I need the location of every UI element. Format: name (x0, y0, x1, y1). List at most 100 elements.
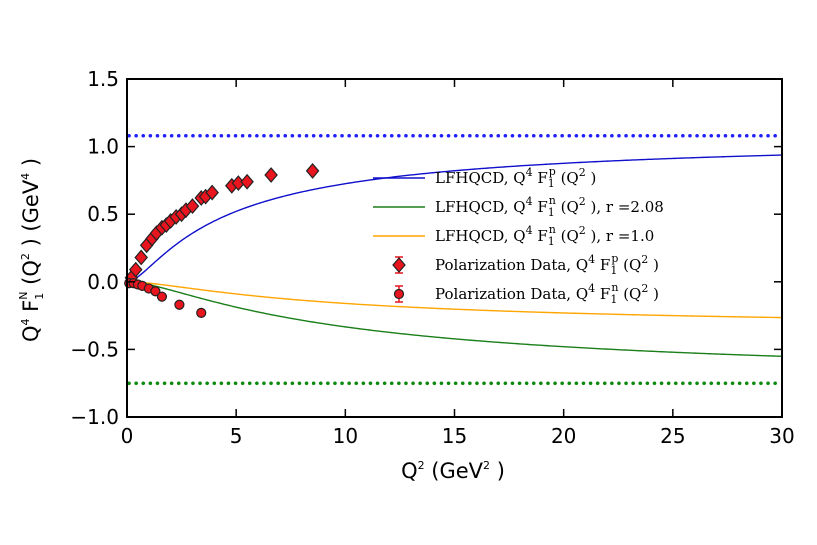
legend-entry: Polarization Data, Q4 F1n (Q2 ) (393, 281, 659, 306)
legend-label-part: ) (586, 169, 597, 187)
neutron-r208-curve (126, 281, 783, 357)
x-tick-label: 15 (442, 424, 467, 448)
legend-label-part: 4 (526, 195, 533, 208)
y-axis-label-mid: F (19, 300, 43, 319)
legend-label-part: F (533, 227, 548, 245)
legend-label: LFHQCD, Q4 F1n (Q2 ), r =2.08 (435, 194, 664, 219)
neutron-r10-curve (126, 281, 783, 319)
legend-label: LFHQCD, Q4 F1n (Q2 ), r =1.0 (435, 223, 654, 248)
y-axis-label-rest2: ) (GeV (19, 179, 43, 253)
legend-label-part: 1 (610, 293, 617, 306)
legend-label-part: ) (648, 256, 659, 274)
legend-label-part: 4 (588, 253, 595, 266)
y-axis-label-sup2: 2 (19, 253, 32, 260)
y-axis-label-sup3: 4 (19, 173, 32, 180)
y-axis-label-sub: 1 (33, 293, 46, 300)
proton-data-point (305, 163, 320, 179)
y-tick-label: −0.5 (70, 337, 119, 361)
legend-label-part: 2 (641, 253, 648, 266)
legend-entry: LFHQCD, Q4 F1n (Q2 ), r =1.0 (373, 223, 654, 248)
legend-entry: Polarization Data, Q4 F1p (Q2 ) (392, 252, 659, 277)
proton-data-point (134, 249, 148, 266)
legend-label-part: 2 (579, 166, 586, 179)
x-axis-label-base: Q (401, 459, 418, 483)
legend-label-part: 4 (588, 282, 595, 295)
legend-label-part: Polarization Data, Q (435, 285, 588, 303)
legend-label-part: (Q (556, 198, 579, 216)
x-tick-label: 25 (660, 424, 685, 448)
x-axis-label-end: ) (490, 459, 505, 483)
legend-label-part: 4 (526, 224, 533, 237)
y-axis-label-pre: Q (19, 326, 43, 343)
legend-label-part: n (611, 281, 618, 294)
y-tick-label: −1.0 (70, 405, 119, 429)
x-axis-label-sup: 2 (418, 459, 425, 472)
legend-label-part: F (533, 169, 548, 187)
legend-label-part: 2 (641, 282, 648, 295)
legend-label: Polarization Data, Q4 F1p (Q2 ) (435, 252, 659, 277)
proton-data-point (205, 184, 219, 201)
x-tick-label: 30 (769, 424, 794, 448)
legend-label-part: n (549, 194, 556, 207)
legend-label-part: 4 (526, 166, 533, 179)
x-tick-label: 10 (333, 424, 358, 448)
data-points (124, 163, 320, 318)
legend-label-part: ) (648, 285, 659, 303)
legend-label-part: n (549, 223, 556, 236)
legend-circle-marker (393, 288, 405, 300)
legend-label-part: p (611, 252, 618, 265)
legend-label-part: p (549, 165, 556, 178)
x-axis-label: Q2 (GeV2 ) (401, 459, 505, 483)
legend-label-part: ), r =2.08 (586, 198, 664, 216)
y-tick-label: 0.0 (87, 270, 119, 294)
legend-label-part: Polarization Data, Q (435, 256, 588, 274)
y-axis-label-sup: 4 (19, 319, 32, 326)
legend-label-part: (Q (556, 227, 579, 245)
x-axis-label-rest: (GeV (425, 459, 484, 483)
legend-label: Polarization Data, Q4 F1n (Q2 ) (435, 281, 659, 306)
neutron-data-point (174, 299, 185, 310)
y-tick-label: 1.5 (87, 67, 119, 91)
legend-label-part: F (595, 285, 610, 303)
axis-ticks: 0 5 10 15 20 25 30 −1.0 −0.5 0.0 0.5 1.0 1.5 (70, 67, 794, 448)
proton-curve (126, 154, 783, 283)
neutron-data-point (150, 286, 161, 297)
neutron-data-point (196, 307, 207, 318)
legend-label-part: LFHQCD, Q (435, 169, 526, 187)
y-axis-label-sup-n: N (17, 292, 30, 300)
legend-label-part: 1 (548, 206, 555, 219)
legend-label-part: 1 (548, 235, 555, 248)
legend-label-part: ), r =1.0 (586, 227, 655, 245)
proton-data-point (240, 173, 254, 190)
proton-data-point (264, 167, 278, 183)
proton-data-point (185, 198, 200, 215)
y-tick-label: 0.5 (87, 202, 119, 226)
x-tick-label: 0 (121, 424, 134, 448)
legend-label-part: 2 (579, 224, 586, 237)
model-curves (126, 154, 783, 357)
legend-label-part: F (533, 198, 548, 216)
legend-label-part: (Q (618, 256, 641, 274)
legend-entry: LFHQCD, Q4 F1p (Q2 ) (373, 165, 596, 190)
legend-label-part: 1 (548, 177, 555, 190)
legend-label-part: (Q (556, 169, 579, 187)
proton-data-point (128, 261, 143, 278)
legend-entry: LFHQCD, Q4 F1n (Q2 ), r =2.08 (373, 194, 664, 219)
axes-frame (126, 78, 783, 418)
legend-diamond-marker (392, 257, 406, 273)
legend: LFHQCD, Q4 F1p (Q2 )LFHQCD, Q4 F1n (Q2 )… (373, 165, 664, 306)
y-tick-label: 1.0 (87, 135, 119, 159)
legend-label-part: F (595, 256, 610, 274)
asymptote-lines (127, 134, 782, 385)
y-axis-label-end: ) (19, 158, 43, 173)
neutron-data-point (156, 291, 168, 302)
x-axis-label-sup2: 2 (483, 459, 490, 472)
legend-label-part: LFHQCD, Q (435, 227, 526, 245)
legend-label-part: 1 (610, 264, 617, 277)
y-axis-label: Q4 F1N (Q2 ) (GeV4 ) (17, 158, 46, 342)
legend-label-part: 2 (579, 195, 586, 208)
x-tick-label: 5 (230, 424, 243, 448)
legend-label: LFHQCD, Q4 F1p (Q2 ) (435, 165, 596, 190)
x-tick-label: 20 (551, 424, 576, 448)
